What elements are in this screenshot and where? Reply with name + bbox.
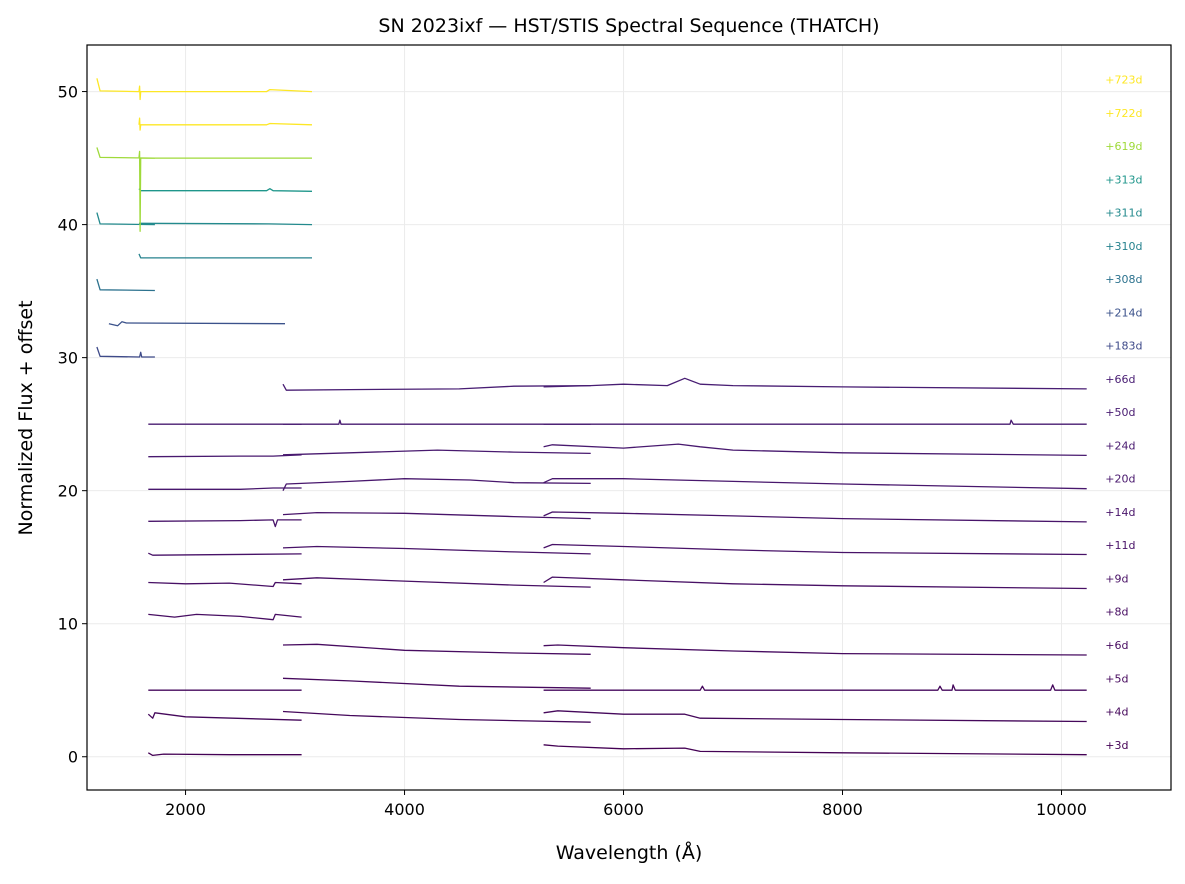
epoch-label: +5d bbox=[1105, 672, 1128, 685]
epoch-label: +183d bbox=[1105, 340, 1142, 353]
spectrum-p66d bbox=[543, 377, 1087, 390]
x-tick-label: 8000 bbox=[822, 800, 863, 819]
epoch-label: +66d bbox=[1105, 373, 1135, 386]
y-tick-label: 10 bbox=[58, 615, 78, 634]
epoch-label: +14d bbox=[1105, 506, 1135, 519]
spectrum-p24d bbox=[148, 454, 302, 458]
epoch-label: +313d bbox=[1105, 173, 1142, 186]
epoch-label: +722d bbox=[1105, 107, 1142, 120]
spectrum-p9d bbox=[543, 576, 1087, 590]
chart-title: SN 2023ixf — HST/STIS Spectral Sequence … bbox=[378, 15, 879, 37]
spectrum-p50d bbox=[543, 419, 1087, 425]
spectrum-p24d bbox=[543, 443, 1087, 457]
spectrum-p24d bbox=[282, 449, 591, 456]
spectrum-p313d bbox=[138, 188, 313, 192]
epoch-label: +24d bbox=[1105, 439, 1135, 452]
axes: 2000 4000 6000 8000 10000 0 10 20 30 40 50 bbox=[58, 83, 1087, 819]
series-group bbox=[96, 78, 1087, 757]
epoch-label: +310d bbox=[1105, 240, 1142, 253]
epoch-label: +4d bbox=[1105, 706, 1128, 719]
spectrum-p11d bbox=[282, 545, 591, 555]
spectrum-p4d bbox=[147, 712, 302, 721]
spectrum-p66d bbox=[282, 383, 591, 391]
spectrum-p4d bbox=[282, 710, 591, 723]
spectrum-p183d bbox=[96, 346, 155, 358]
spectrum-p50d bbox=[283, 419, 591, 425]
spectrum-p5d bbox=[543, 684, 1087, 691]
y-tick-label: 40 bbox=[58, 216, 78, 235]
spectrum-p20d bbox=[148, 487, 302, 490]
epoch-label: +619d bbox=[1105, 140, 1142, 153]
x-tick-label: 2000 bbox=[165, 800, 206, 819]
spectrum-p11d bbox=[543, 543, 1087, 556]
epoch-labels: +3d +4d +5d +6d +8d +9d +11d +14d +20d +24d +50d +6… bbox=[1105, 74, 1142, 752]
epoch-label: +214d bbox=[1105, 306, 1142, 319]
spectrum-p619d bbox=[138, 150, 312, 232]
spectrum-p6d bbox=[543, 644, 1087, 656]
plot-frame bbox=[86, 44, 1172, 791]
spectrum-p8d bbox=[148, 613, 302, 621]
spectrum-p14d bbox=[148, 519, 302, 528]
spectrum-p9d bbox=[282, 577, 591, 588]
epoch-label: +723d bbox=[1105, 74, 1142, 87]
y-tick-label: 30 bbox=[58, 349, 78, 368]
spectrum-p722d bbox=[138, 117, 313, 131]
x-tick-label: 6000 bbox=[603, 800, 644, 819]
epoch-label: +3d bbox=[1105, 739, 1128, 752]
epoch-label: +6d bbox=[1105, 639, 1128, 652]
spectrum-p214d bbox=[108, 321, 286, 327]
spectrum-p311d bbox=[138, 222, 313, 226]
epoch-label: +8d bbox=[1105, 606, 1128, 619]
y-axis-label: Normalized Flux + offset bbox=[15, 300, 37, 535]
x-tick-label: 10000 bbox=[1036, 800, 1087, 819]
x-axis-label: Wavelength (Å) bbox=[556, 841, 703, 864]
spectrum-p20d bbox=[282, 478, 591, 491]
spectrum-p6d bbox=[282, 643, 591, 655]
y-tick-label: 20 bbox=[58, 482, 78, 501]
epoch-label: +11d bbox=[1105, 539, 1135, 552]
y-tick-label: 50 bbox=[58, 83, 78, 102]
spectrum-p20d bbox=[543, 478, 1087, 490]
spectrum-p14d bbox=[282, 511, 591, 520]
spectrum-p11d bbox=[148, 552, 302, 556]
epoch-label: +50d bbox=[1105, 406, 1135, 419]
spectrum-p310d bbox=[138, 253, 312, 259]
spectrum-p619d bbox=[96, 147, 155, 159]
spectrum-p5d bbox=[282, 677, 591, 689]
epoch-label: +311d bbox=[1105, 207, 1142, 220]
epoch-label: +20d bbox=[1105, 473, 1135, 486]
epoch-label: +9d bbox=[1105, 572, 1128, 585]
spectrum-p14d bbox=[543, 511, 1087, 523]
spectrum-p9d bbox=[148, 581, 302, 588]
spectrum-p723d bbox=[96, 78, 313, 101]
spectrum-p4d bbox=[543, 710, 1087, 723]
spectrum-p3d bbox=[543, 744, 1087, 756]
spectrum-p3d bbox=[147, 752, 302, 757]
spectrum-p308d bbox=[96, 278, 155, 292]
y-tick-label: 0 bbox=[68, 748, 78, 767]
grid bbox=[87, 45, 1171, 790]
spectrum-p311d bbox=[96, 212, 155, 226]
x-tick-label: 4000 bbox=[384, 800, 425, 819]
epoch-label: +308d bbox=[1105, 273, 1142, 286]
